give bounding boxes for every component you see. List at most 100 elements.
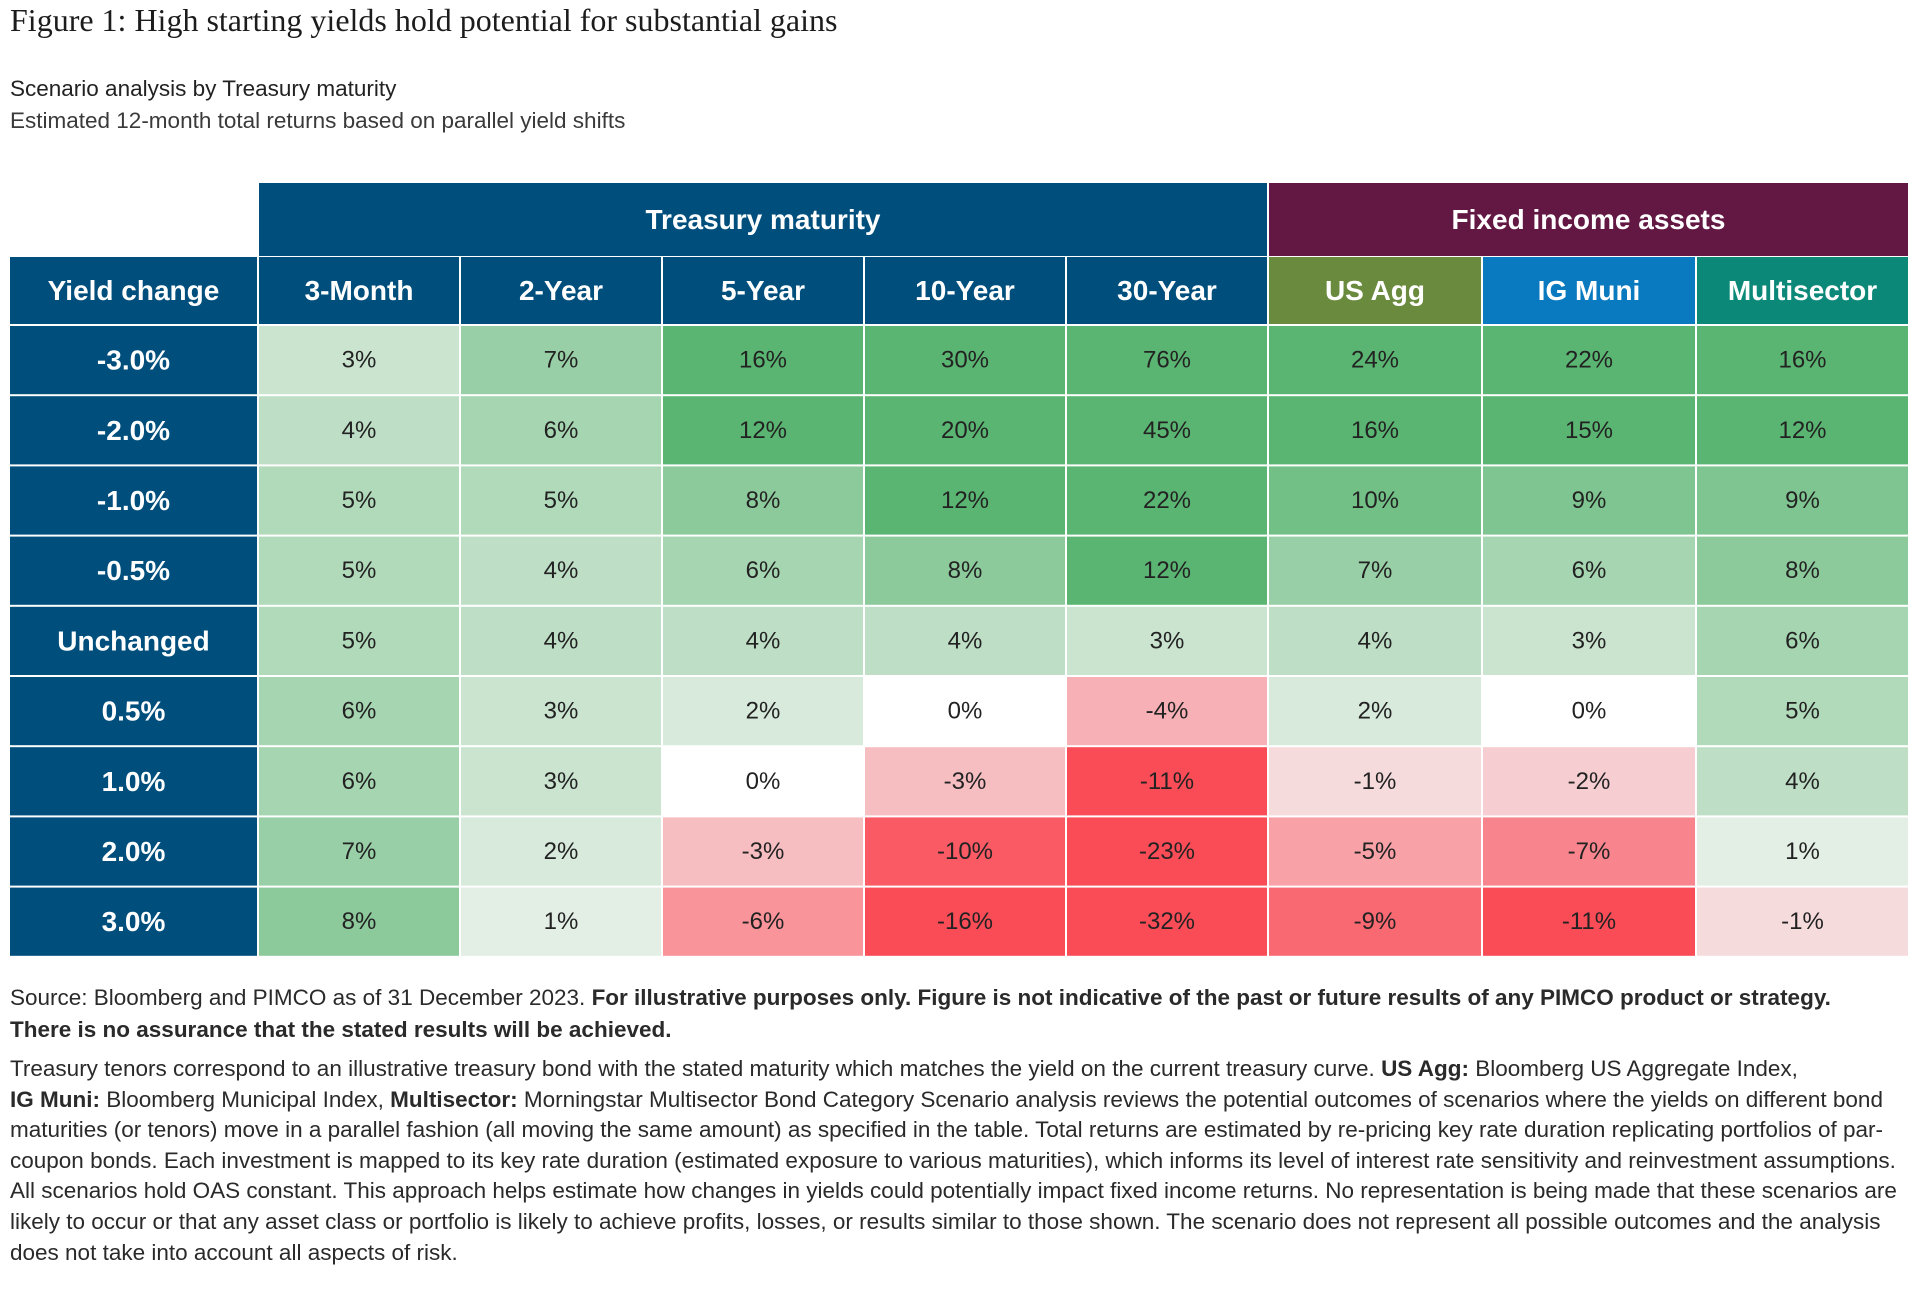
- data-label: 2%: [1358, 698, 1393, 725]
- data-label: 6%: [1785, 627, 1820, 654]
- data-cell: [1697, 466, 1908, 535]
- row-header: [10, 747, 257, 816]
- row-label: -0.5%: [97, 555, 170, 586]
- data-label: 1%: [1785, 838, 1820, 865]
- row-label: -3.0%: [97, 345, 170, 376]
- row-header: [10, 326, 257, 395]
- data-cell: [1483, 747, 1695, 816]
- data-label: 45%: [1143, 417, 1191, 444]
- data-label: -1%: [1354, 768, 1397, 795]
- data-label: 8%: [948, 557, 983, 584]
- column-header: [1483, 257, 1695, 324]
- data-label: 20%: [941, 417, 989, 444]
- data-cell: [461, 326, 661, 395]
- data-label: 3%: [544, 768, 579, 795]
- us-agg-term: US Agg:: [1381, 1056, 1469, 1081]
- data-label: -23%: [1139, 838, 1195, 865]
- data-label: 0%: [746, 768, 781, 795]
- column-header: [663, 257, 863, 324]
- data-label: 6%: [544, 417, 579, 444]
- data-label: 9%: [1572, 487, 1607, 514]
- data-cell: [259, 887, 459, 956]
- row-header: [10, 887, 257, 956]
- data-cell: [1697, 536, 1908, 605]
- data-label: 8%: [342, 908, 377, 935]
- row-header: [10, 536, 257, 605]
- data-label: 4%: [948, 627, 983, 654]
- column-header: [461, 257, 661, 324]
- data-cell: [1269, 536, 1481, 605]
- group-header-2: [1269, 183, 1908, 256]
- column-header: [259, 257, 459, 324]
- data-cell: [1483, 536, 1695, 605]
- data-label: -32%: [1139, 908, 1195, 935]
- figure-title: Figure 1: High starting yields hold pote…: [10, 2, 838, 38]
- data-label: 76%: [1143, 347, 1191, 374]
- data-cell: [663, 326, 863, 395]
- data-label: 4%: [1358, 627, 1393, 654]
- data-label: 16%: [739, 347, 787, 374]
- data-label: 10%: [1351, 487, 1399, 514]
- row-label: 2.0%: [102, 836, 166, 867]
- data-label: 4%: [544, 557, 579, 584]
- data-label: 12%: [1143, 557, 1191, 584]
- source-note: Source: Bloomberg and PIMCO as of 31 Dec…: [10, 982, 1890, 1046]
- row-label: 3.0%: [102, 906, 166, 937]
- data-label: 7%: [544, 347, 579, 374]
- data-cell: [865, 887, 1065, 956]
- data-cell: [1269, 606, 1481, 675]
- data-label: 3%: [1150, 627, 1185, 654]
- data-label: 12%: [1778, 417, 1826, 444]
- data-cell: [259, 466, 459, 535]
- data-cell: [1697, 817, 1908, 886]
- data-cell: [1269, 887, 1481, 956]
- data-label: 24%: [1351, 347, 1399, 374]
- data-label: 12%: [739, 417, 787, 444]
- data-cell: [1269, 817, 1481, 886]
- data-cell: [1067, 887, 1267, 956]
- data-label: -7%: [1568, 838, 1611, 865]
- data-label: -11%: [1140, 768, 1194, 795]
- data-cell: [1067, 677, 1267, 746]
- data-label: -16%: [937, 908, 993, 935]
- column-header-label: 3-Month: [305, 275, 414, 306]
- column-header-label: US Agg: [1325, 275, 1425, 306]
- data-label: 7%: [1358, 557, 1393, 584]
- data-cell: [1067, 536, 1267, 605]
- data-label: 0%: [1572, 698, 1607, 725]
- row-label: -2.0%: [97, 415, 170, 446]
- column-header-label: Multisector: [1728, 275, 1877, 306]
- data-label: 8%: [746, 487, 781, 514]
- data-cell: [1483, 677, 1695, 746]
- data-cell: [259, 396, 459, 465]
- data-cell: [1269, 747, 1481, 816]
- figure-description: Estimated 12-month total returns based o…: [10, 108, 626, 133]
- data-label: -9%: [1354, 908, 1397, 935]
- data-label: -11%: [1562, 908, 1616, 935]
- data-label: 5%: [342, 487, 377, 514]
- data-label: 5%: [1785, 698, 1820, 725]
- data-cell: [1483, 396, 1695, 465]
- data-cell: [1483, 326, 1695, 395]
- row-label: 0.5%: [102, 696, 166, 727]
- data-cell: [663, 677, 863, 746]
- data-label: 12%: [941, 487, 989, 514]
- data-label: -3%: [944, 768, 987, 795]
- row-header-column-header: [10, 257, 257, 324]
- data-cell: [663, 466, 863, 535]
- group-header-label: Fixed income assets: [1452, 204, 1726, 235]
- group-header-label: Treasury maturity: [646, 204, 881, 235]
- column-header-label: 10-Year: [915, 275, 1015, 306]
- data-label: 22%: [1565, 347, 1613, 374]
- column-header: [1067, 257, 1267, 324]
- data-cell: [1697, 677, 1908, 746]
- data-label: 5%: [342, 557, 377, 584]
- notes-intro: Treasury tenors correspond to an illustr…: [10, 1056, 1382, 1081]
- data-cell: [865, 747, 1065, 816]
- data-label: 3%: [342, 347, 377, 374]
- column-header-label: 2-Year: [519, 275, 603, 306]
- data-label: 2%: [746, 698, 781, 725]
- data-label: 22%: [1143, 487, 1191, 514]
- data-cell: [1697, 396, 1908, 465]
- data-cell: [259, 606, 459, 675]
